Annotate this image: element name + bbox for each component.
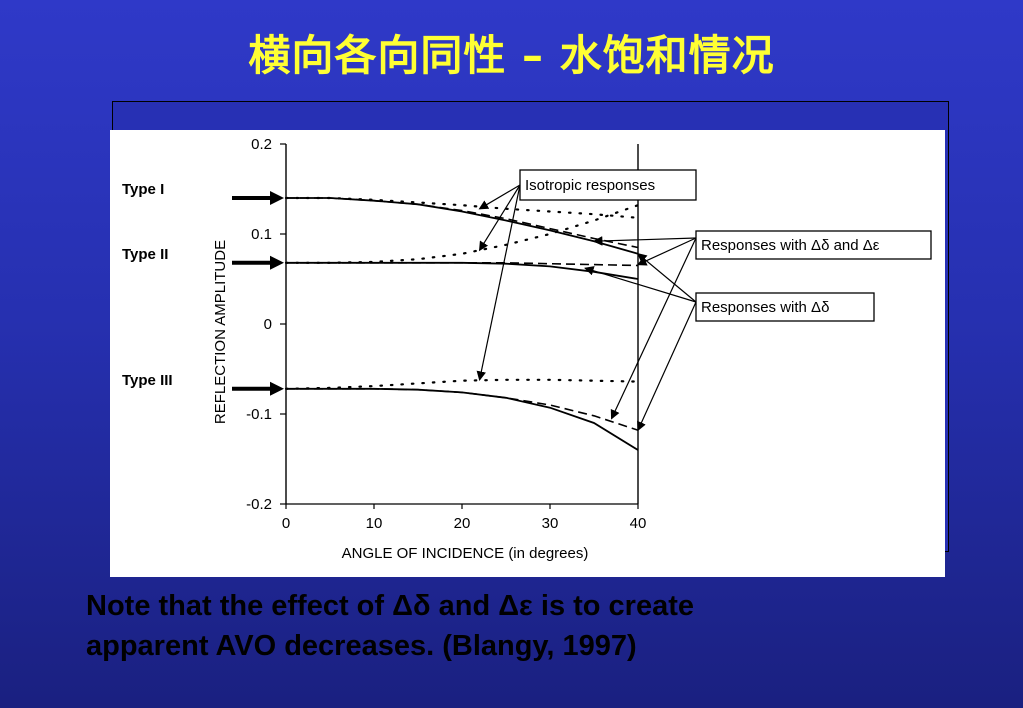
y-tick-label: 0.2 bbox=[251, 136, 272, 153]
annotation-arrow bbox=[584, 266, 697, 303]
caption-line-1: Note that the effect of Δδ and Δε is to … bbox=[86, 590, 695, 622]
annotation-arrow bbox=[610, 237, 697, 420]
annotation-label: Isotropic responses bbox=[525, 177, 655, 194]
y-tick-label: -0.1 bbox=[246, 406, 272, 423]
annotation-arrow bbox=[478, 184, 521, 210]
annotation-box bbox=[519, 169, 697, 201]
series-line-dotted bbox=[284, 196, 640, 219]
series-line-dashed bbox=[286, 387, 639, 431]
annotation-arrow bbox=[478, 184, 521, 252]
avo-chart: 0.2 0.1 0 -0.1 -0.2 0 10 20 30 40 REFLECTION AMPLI… bbox=[110, 130, 945, 577]
y-tick-label: -0.2 bbox=[246, 496, 272, 513]
x-tick-label: 20 bbox=[454, 515, 471, 532]
caption-line-2: apparent AVO decreases. (Blangy, 1997) bbox=[86, 630, 637, 662]
x-tick-label: 0 bbox=[282, 515, 290, 532]
series-line-solid bbox=[286, 261, 639, 280]
annotation-label: Responses with Δδ bbox=[701, 299, 829, 316]
type-label: Type I bbox=[122, 181, 164, 198]
annotation-arrow bbox=[637, 253, 697, 303]
x-tick-label: 40 bbox=[630, 515, 647, 532]
type-arrow-head bbox=[270, 381, 284, 396]
x-tick-label: 30 bbox=[542, 515, 559, 532]
caption: Note that the effect of Δδ and Δε is to … bbox=[86, 586, 986, 666]
x-tick-label: 10 bbox=[366, 515, 383, 532]
series-line-dotted bbox=[284, 204, 640, 264]
series-line-dotted bbox=[284, 378, 640, 390]
series-line-dashed bbox=[286, 197, 639, 249]
annotation-box bbox=[695, 292, 875, 322]
type-label: Type III bbox=[122, 372, 173, 389]
slide-title: 横向各向同性 – 水饱和情况 bbox=[248, 31, 775, 80]
y-tick-label: 0.1 bbox=[251, 226, 272, 243]
type-label: Type II bbox=[122, 246, 168, 263]
series-line-solid bbox=[286, 197, 639, 255]
annotation-label: Responses with Δδ and Δε bbox=[701, 237, 880, 254]
avo-chart-svg: 0.2 0.1 0 -0.1 -0.2 0 10 20 30 40 REFLECTION AMPLI… bbox=[122, 136, 932, 562]
y-axis-label: REFLECTION AMPLITUDE bbox=[212, 240, 229, 424]
y-tick-label: 0 bbox=[264, 316, 272, 333]
x-axis-label: ANGLE OF INCIDENCE (in degrees) bbox=[342, 545, 589, 562]
series-line-solid bbox=[286, 387, 639, 451]
annotation-arrow bbox=[636, 237, 697, 266]
type-arrow-head bbox=[270, 191, 284, 205]
annotation-arrow bbox=[476, 184, 521, 381]
type-arrow-head bbox=[270, 255, 284, 270]
annotation-box bbox=[695, 230, 932, 260]
annotation-arrow bbox=[637, 301, 697, 432]
series-line-dashed bbox=[286, 262, 639, 267]
annotation-arrow bbox=[592, 236, 697, 246]
